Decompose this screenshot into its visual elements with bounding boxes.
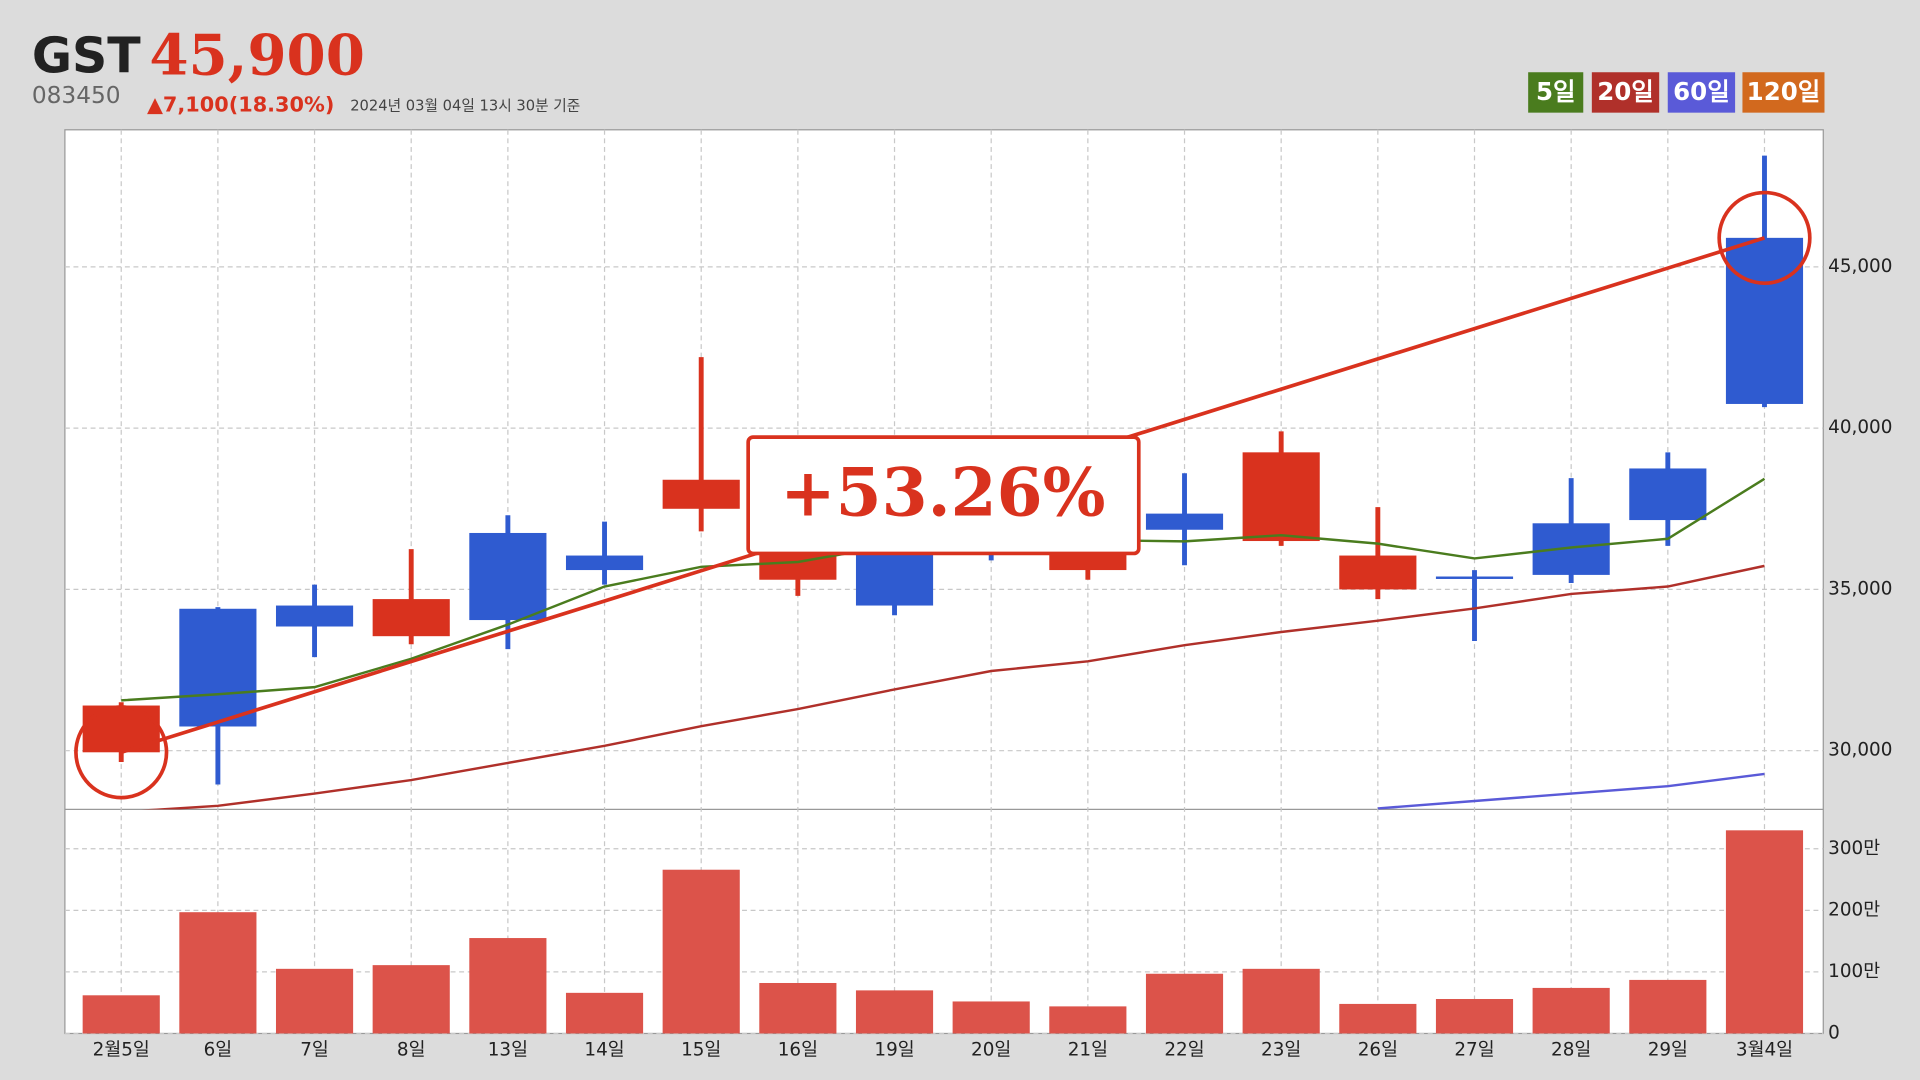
- y-tick-label: 45,000: [1828, 256, 1892, 277]
- volume-bar: [1532, 987, 1610, 1034]
- volume-bar: [469, 938, 547, 1034]
- y-tick-label: 300만: [1828, 838, 1880, 859]
- annotation-label: +53.26%: [780, 453, 1105, 531]
- y-tick-label: 35,000: [1828, 578, 1892, 599]
- legend-swatch: [1528, 72, 1584, 113]
- candle-body: [372, 599, 450, 637]
- candle-body: [179, 608, 257, 727]
- ticker: GST: [32, 27, 141, 84]
- ma-line: [142, 564, 1765, 810]
- highlight-circle: [1717, 190, 1812, 285]
- candle-body: [1339, 555, 1417, 590]
- volume-bar: [1435, 998, 1514, 1034]
- legend-label: 120일: [1747, 77, 1821, 106]
- x-tick-label: 15일: [681, 1040, 721, 1061]
- candle-body: [662, 479, 740, 509]
- candle-body: [1242, 452, 1320, 542]
- volume-bar: [855, 990, 934, 1034]
- candle-body: [1532, 523, 1610, 575]
- y-tick-label: 30,000: [1828, 740, 1892, 761]
- volume-bar: [1339, 1003, 1417, 1034]
- x-tick-label: 3월4일: [1736, 1040, 1793, 1061]
- volume-bar: [179, 912, 257, 1034]
- volume-bar: [1725, 830, 1804, 1034]
- volume-bar: [1145, 973, 1224, 1034]
- x-tick-label: 6일: [204, 1040, 233, 1061]
- y-tick-label: 100만: [1828, 961, 1880, 982]
- legend-swatch: [1742, 72, 1825, 113]
- volume-bar: [952, 1001, 1030, 1034]
- candle-body: [1435, 576, 1514, 579]
- change: ▲7,100(18.30%): [147, 92, 334, 116]
- y-tick-label: 200만: [1828, 899, 1880, 920]
- candle-body: [1725, 237, 1804, 404]
- legend-label: 60일: [1673, 77, 1730, 106]
- highlight-circle: [74, 705, 169, 800]
- volume-bar: [662, 869, 740, 1034]
- volume-bar: [275, 968, 354, 1034]
- candle-body: [275, 605, 354, 627]
- x-tick-label: 21일: [1068, 1040, 1108, 1061]
- x-tick-label: 27일: [1454, 1040, 1494, 1061]
- volume-bar: [1242, 968, 1320, 1034]
- volume-bar: [1629, 979, 1707, 1034]
- ma-line: [1377, 772, 1765, 810]
- x-tick-label: 13일: [488, 1040, 528, 1061]
- x-tick-label: 7일: [300, 1040, 329, 1061]
- timestamp: 2024년 03월 04일 13시 30분 기준: [350, 98, 580, 115]
- x-tick-label: 8일: [397, 1040, 426, 1061]
- x-tick-label: 16일: [778, 1040, 818, 1061]
- code: 083450: [32, 82, 121, 109]
- candle-body: [1145, 513, 1224, 530]
- annotation-box: [746, 435, 1141, 556]
- plot-area: [64, 129, 1824, 1035]
- x-tick-label: 28일: [1551, 1040, 1591, 1061]
- x-tick-label: 20일: [971, 1040, 1011, 1061]
- y-tick-label: 40,000: [1828, 417, 1892, 438]
- volume-bar: [82, 995, 160, 1034]
- x-tick-label: 2월5일: [93, 1040, 150, 1061]
- legend-label: 20일: [1597, 77, 1654, 106]
- x-tick-label: 14일: [584, 1040, 624, 1061]
- price: 45,900: [149, 23, 365, 89]
- volume-bar: [372, 965, 450, 1034]
- volume-bar: [1049, 1006, 1127, 1034]
- legend-label: 5일: [1536, 77, 1576, 106]
- volume-bar: [565, 992, 644, 1034]
- volume-bar: [759, 982, 837, 1034]
- x-tick-label: 19일: [874, 1040, 914, 1061]
- candle-body: [1629, 468, 1707, 521]
- candle-body: [469, 532, 547, 621]
- x-tick-label: 26일: [1358, 1040, 1398, 1061]
- x-tick-label: 23일: [1261, 1040, 1301, 1061]
- legend-swatch: [1591, 72, 1660, 113]
- legend: 5일 20일 60일 120일: [1528, 72, 1825, 113]
- x-tick-label: 29일: [1648, 1040, 1688, 1061]
- candle-body: [565, 555, 644, 571]
- x-tick-label: 22일: [1164, 1040, 1204, 1061]
- legend-swatch: [1667, 72, 1736, 113]
- y-tick-label: 0: [1828, 1022, 1840, 1043]
